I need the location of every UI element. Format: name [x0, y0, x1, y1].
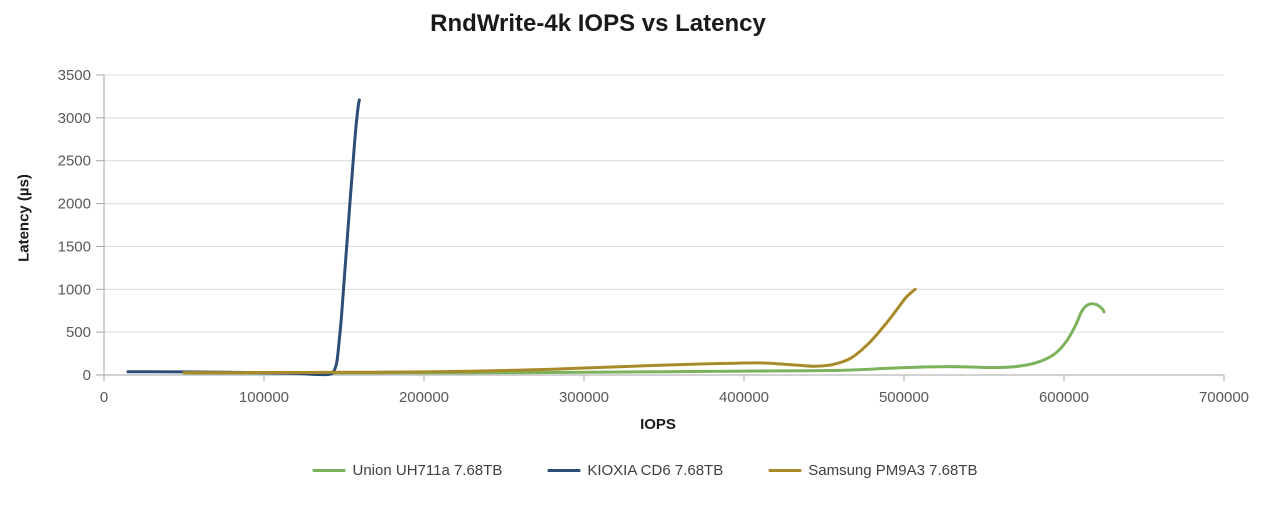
x-tick-label: 0 — [100, 389, 108, 406]
legend-line-marker — [768, 469, 802, 472]
series-line-kioxia-cd6-7-68tb — [126, 98, 361, 377]
legend-label: Samsung PM9A3 7.68TB — [808, 462, 978, 479]
x-tick-label: 700000 — [1199, 389, 1249, 406]
x-tick-label: 600000 — [1039, 389, 1089, 406]
chart-title: RndWrite-4k IOPS vs Latency — [430, 10, 766, 37]
x-tick-label: 400000 — [719, 389, 769, 406]
y-tick-label: 500 — [66, 324, 91, 341]
y-tick-label: 1500 — [58, 238, 91, 255]
legend-label: KIOXIA CD6 7.68TB — [587, 462, 724, 479]
legend-line-marker — [547, 469, 581, 472]
x-tick-label: 300000 — [559, 389, 609, 406]
x-tick-label: 500000 — [879, 389, 929, 406]
y-tick-label: 0 — [83, 367, 91, 384]
x-axis-title: IOPS — [640, 416, 676, 433]
x-tick-label: 200000 — [399, 389, 449, 406]
series-line-union-uh711a-7-68tb — [182, 302, 1106, 375]
legend-item-samsung-pm9a3-7-68tb: Samsung PM9A3 7.68TB — [768, 462, 977, 479]
x-tick-label: 100000 — [239, 389, 289, 406]
legend-item-union-uh711a-7-68tb: Union UH711a 7.68TB — [312, 462, 503, 479]
legend-label: Union UH711a 7.68TB — [352, 462, 503, 479]
y-tick-label: 1000 — [58, 281, 91, 298]
legend-line-marker — [312, 469, 346, 472]
legend-item-kioxia-cd6-7-68tb: KIOXIA CD6 7.68TB — [547, 462, 723, 479]
series-line-samsung-pm9a3-7-68tb — [182, 287, 917, 375]
legend: Union UH711a 7.68TB KIOXIA CD6 7.68TB Sams… — [312, 462, 977, 479]
y-tick-label: 2500 — [58, 153, 91, 170]
y-tick-label: 3500 — [58, 67, 91, 84]
y-tick-label: 3000 — [58, 110, 91, 127]
y-tick-label: 2000 — [58, 196, 91, 213]
